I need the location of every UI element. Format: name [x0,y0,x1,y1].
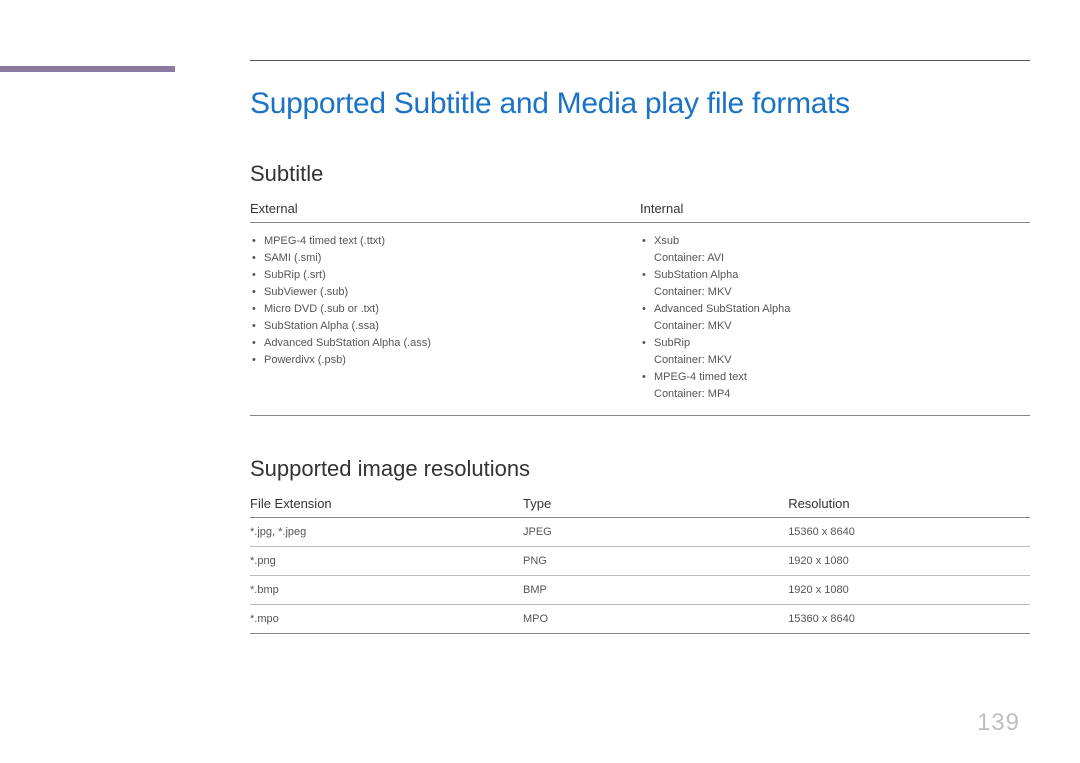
list-item-text: SAMI (.smi) [264,252,321,264]
table-row: *.mpo MPO 15360 x 8640 [250,605,1030,634]
list-item: SubRip Container: MKV [640,335,1030,369]
list-item-text: MPEG-4 timed text (.ttxt) [264,235,385,247]
internal-list: Xsub Container: AVI SubStation Alpha Con… [640,233,1030,415]
list-item-text: SubStation Alpha [654,269,738,281]
list-item: MPEG-4 timed text Container: MP4 [640,369,1030,403]
external-list: MPEG-4 timed text (.ttxt) SAMI (.smi) Su… [250,233,640,381]
table-cell: BMP [523,576,788,605]
content-area: Supported Subtitle and Media play file f… [250,60,1030,634]
column-header: Internal [640,201,1030,223]
list-item-text: SubStation Alpha (.ssa) [264,320,379,332]
list-item: Xsub Container: AVI [640,233,1030,267]
column-header: External [250,201,640,223]
list-item-container: Container: MKV [654,352,1030,369]
table-row: *.jpg, *.jpeg JPEG 15360 x 8640 [250,518,1030,547]
table-cell: JPEG [523,518,788,547]
list-item-container: Container: MP4 [654,386,1030,403]
list-item: Powerdivx (.psb) [250,352,640,369]
list-item-container: Container: MKV [654,318,1030,335]
table-cell: 15360 x 8640 [788,518,1030,547]
list-item: SubStation Alpha (.ssa) [250,318,640,335]
list-item: MPEG-4 timed text (.ttxt) [250,233,640,250]
table-cell: 1920 x 1080 [788,547,1030,576]
table-cell: 1920 x 1080 [788,576,1030,605]
table-cell: *.mpo [250,605,523,634]
list-item-text: Advanced SubStation Alpha [654,303,790,315]
subtitle-columns: External MPEG-4 timed text (.ttxt) SAMI … [250,201,1030,416]
table-row: *.bmp BMP 1920 x 1080 [250,576,1030,605]
list-item-text: MPEG-4 timed text [654,371,747,383]
table-header: Type [523,496,788,518]
list-item: Advanced SubStation Alpha Container: MKV [640,301,1030,335]
table-header: Resolution [788,496,1030,518]
list-item-text: SubViewer (.sub) [264,286,348,298]
table-row: *.png PNG 1920 x 1080 [250,547,1030,576]
list-item-container: Container: AVI [654,250,1030,267]
list-item-text: Micro DVD (.sub or .txt) [264,303,379,315]
list-item: SubStation Alpha Container: MKV [640,267,1030,301]
image-res-heading: Supported image resolutions [250,456,1030,482]
table-cell: *.jpg, *.jpeg [250,518,523,547]
list-item: SubRip (.srt) [250,267,640,284]
top-rule [250,60,1030,61]
list-item-text: Advanced SubStation Alpha (.ass) [264,337,431,349]
list-item-text: Xsub [654,235,679,247]
table-cell: *.png [250,547,523,576]
list-item: SubViewer (.sub) [250,284,640,301]
table-cell: PNG [523,547,788,576]
list-item: Micro DVD (.sub or .txt) [250,301,640,318]
list-item-container: Container: MKV [654,284,1030,301]
page: Supported Subtitle and Media play file f… [0,0,1080,763]
list-item-text: SubRip (.srt) [264,269,326,281]
page-number: 139 [977,709,1020,737]
table-cell: 15360 x 8640 [788,605,1030,634]
page-title: Supported Subtitle and Media play file f… [250,87,1030,121]
table-header-row: File Extension Type Resolution [250,496,1030,518]
list-item: SAMI (.smi) [250,250,640,267]
list-item-text: SubRip [654,337,690,349]
subtitle-col-internal: Internal Xsub Container: AVI SubStation … [640,201,1030,415]
list-item-text: Powerdivx (.psb) [264,354,346,366]
table-cell: MPO [523,605,788,634]
tab-marker [0,66,175,72]
table-cell: *.bmp [250,576,523,605]
subtitle-heading: Subtitle [250,161,1030,187]
table-header: File Extension [250,496,523,518]
list-item: Advanced SubStation Alpha (.ass) [250,335,640,352]
subtitle-col-external: External MPEG-4 timed text (.ttxt) SAMI … [250,201,640,415]
resolution-table: File Extension Type Resolution *.jpg, *.… [250,496,1030,634]
